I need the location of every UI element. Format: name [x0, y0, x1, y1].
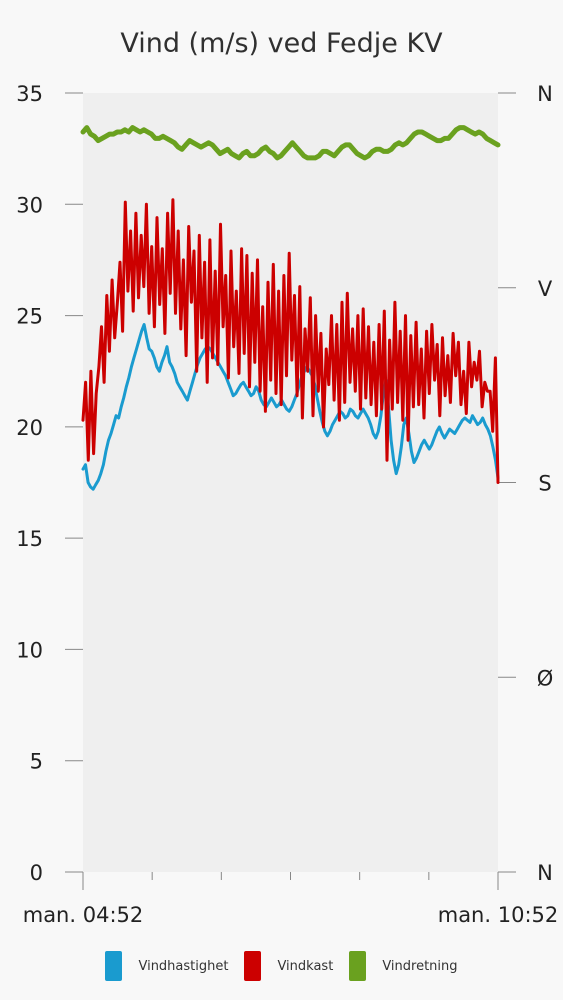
legend-item-vindretning[interactable]: Vindretning — [349, 951, 458, 981]
chart-title: Vind (m/s) ved Fedje KV — [120, 28, 443, 59]
legend-item-vindhastighet[interactable]: Vindhastighet — [105, 951, 228, 981]
legend: Vindhastighet Vindkast Vindretning — [0, 946, 563, 986]
y2-tick-label-3: V — [538, 277, 553, 301]
legend-label-vindretning: Vindretning — [382, 958, 458, 974]
legend-label-vindkast: Vindkast — [277, 958, 334, 974]
y-tick-label-20: 20 — [16, 416, 43, 440]
legend-label-vindhastighet: Vindhastighet — [138, 958, 229, 974]
y2-tick-label-4: N — [537, 82, 553, 106]
y2-tick-label-0: N — [537, 861, 553, 885]
y-tick-label-30: 30 — [16, 193, 43, 217]
y2-tick-label-2: S — [538, 472, 551, 496]
y-tick-label-25: 25 — [16, 305, 43, 329]
series-line-vindhastighet — [81, 323, 500, 491]
legend-swatch-vindhastighet — [105, 951, 123, 981]
series-line-vindretning — [80, 125, 501, 161]
plot-area — [83, 93, 498, 872]
legend-item-vindkast[interactable]: Vindkast — [244, 951, 333, 981]
x-tick-label-start: man. 04:52 — [23, 903, 144, 927]
y-tick-label-15: 15 — [16, 527, 43, 551]
x-tick-label-end: man. 10:52 — [438, 903, 559, 927]
y-tick-label-35: 35 — [16, 82, 43, 106]
legend-swatch-vindkast — [244, 951, 262, 981]
y-tick-label-10: 10 — [16, 638, 43, 662]
series-line-vindkast — [81, 198, 500, 484]
y-tick-label-0: 0 — [30, 861, 43, 885]
y2-tick-label-1: Ø — [537, 666, 554, 690]
y-tick-label-5: 5 — [30, 750, 43, 774]
legend-swatch-vindretning — [349, 951, 367, 981]
